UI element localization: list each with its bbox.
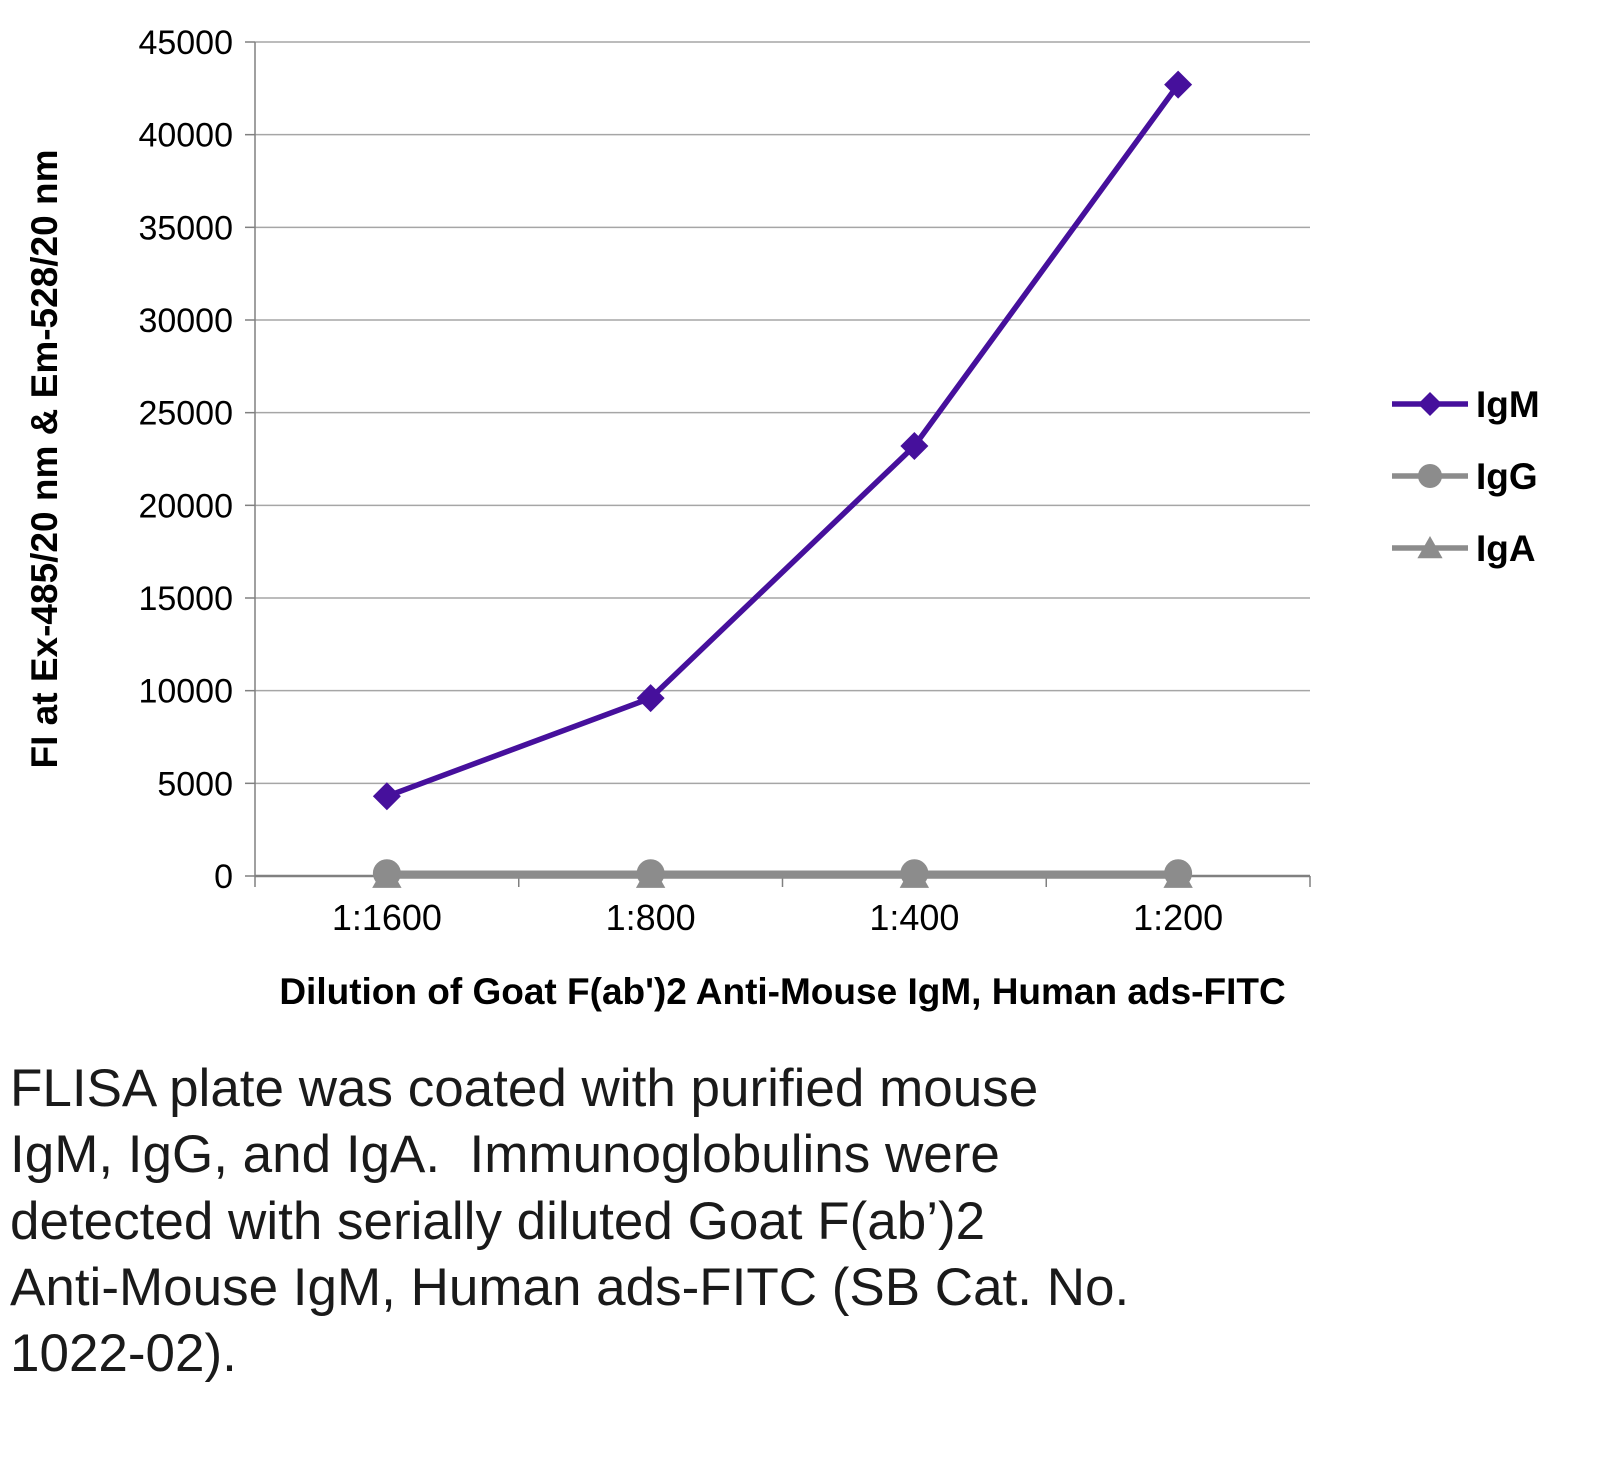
y-tick-label: 45000 — [138, 24, 233, 62]
igm-marker — [372, 782, 401, 811]
figure-caption: FLISA plate was coated with purified mou… — [10, 1059, 1130, 1383]
iga-marker — [899, 862, 930, 888]
igm-marker — [1164, 70, 1193, 99]
igm-marker — [900, 432, 929, 461]
legend-label-igm: IgM — [1476, 384, 1540, 425]
y-tick-label: 5000 — [157, 765, 233, 803]
y-tick-label: 15000 — [138, 580, 233, 618]
y-tick-label: 0 — [214, 858, 233, 896]
legend-marker-igg — [1418, 464, 1442, 488]
iga-marker — [635, 862, 666, 888]
x-tick-label: 1:400 — [869, 897, 959, 938]
iga-marker — [372, 862, 402, 888]
x-tick-label: 1:800 — [606, 897, 696, 938]
legend-marker-iga — [1417, 536, 1443, 559]
legend-marker-igm — [1418, 392, 1442, 416]
chart-area: 0 5000 10000 15000 20000 25000 30000 35000 40000… — [24, 24, 1540, 1012]
line-chart: 0 5000 10000 15000 20000 25000 30000 35000 40000… — [24, 24, 1540, 1012]
iga-marker — [1163, 862, 1193, 888]
y-axis-title: FI at Ex-485/20 nm & Em-528/20 nm — [24, 150, 65, 769]
y-tick-label: 10000 — [138, 673, 233, 711]
y-tick-label: 35000 — [138, 209, 233, 247]
x-tick-label: 1:200 — [1133, 897, 1223, 938]
y-tick-label: 20000 — [138, 487, 233, 525]
y-tick-label: 30000 — [138, 302, 233, 340]
x-axis-title: Dilution of Goat F(ab')2 Anti-Mouse IgM,… — [279, 971, 1285, 1012]
y-tick-label: 40000 — [138, 117, 233, 155]
y-tick-label: 25000 — [138, 395, 233, 433]
igm-marker — [636, 684, 665, 713]
legend-label-iga: IgA — [1476, 528, 1536, 569]
x-tick-label: 1:1600 — [332, 897, 442, 938]
legend-label-igg: IgG — [1476, 456, 1538, 497]
igm-line — [385, 83, 1181, 799]
